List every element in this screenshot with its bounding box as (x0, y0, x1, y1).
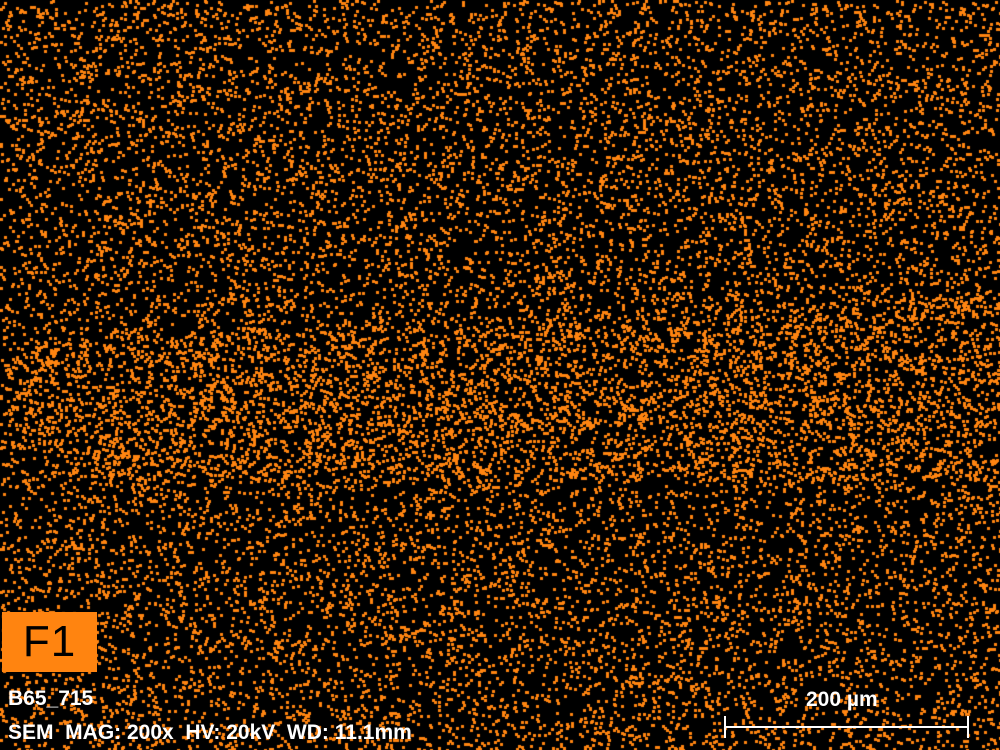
element-badge: F1 (2, 612, 97, 672)
scale-bar (725, 726, 969, 728)
scale-bar-label: 200 µm (806, 688, 878, 711)
sample-name: B65_715 (8, 687, 94, 710)
scale-bar-left-tick (724, 716, 726, 738)
acquisition-info: SEM MAG: 200x HV: 20kV WD: 11.1mm (8, 721, 412, 744)
element-label: F1 (22, 617, 77, 666)
scale-bar-right-tick (967, 716, 969, 738)
